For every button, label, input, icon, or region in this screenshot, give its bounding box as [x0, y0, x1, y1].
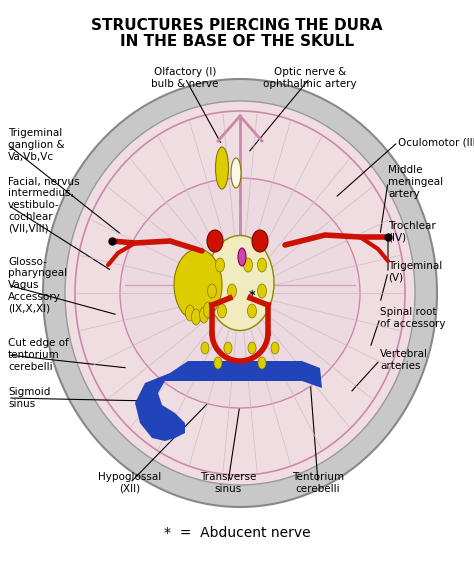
Ellipse shape [216, 258, 225, 272]
Ellipse shape [257, 258, 266, 272]
Ellipse shape [257, 284, 266, 298]
Ellipse shape [238, 248, 246, 266]
Text: Glosso-
pharyngeal
Vagus
Accessory
(IX,X,XI): Glosso- pharyngeal Vagus Accessory (IX,X… [8, 257, 67, 313]
Ellipse shape [203, 302, 212, 318]
Text: IN THE BASE OF THE SKULL: IN THE BASE OF THE SKULL [120, 34, 354, 49]
Ellipse shape [247, 304, 256, 318]
Text: Facial, nervus
intermedius,
vestibulo-
cochlear
(VII,VIII): Facial, nervus intermedius, vestibulo- c… [8, 177, 80, 233]
Ellipse shape [244, 258, 253, 272]
Text: Trigeminal
(V): Trigeminal (V) [388, 261, 442, 283]
Ellipse shape [207, 230, 223, 252]
Text: Sigmoid
sinus: Sigmoid sinus [8, 387, 50, 409]
Text: Tentorium
cerebelli: Tentorium cerebelli [292, 472, 344, 494]
Text: Vertebral
arteries: Vertebral arteries [380, 349, 428, 371]
Text: Middle
meningeal
artery: Middle meningeal artery [388, 165, 443, 199]
Text: Trigeminal
ganglion &
Va,Vb,Vc: Trigeminal ganglion & Va,Vb,Vc [8, 128, 64, 162]
Ellipse shape [174, 249, 222, 321]
Ellipse shape [252, 230, 268, 252]
Text: Hypoglossal
(XII): Hypoglossal (XII) [99, 472, 162, 494]
Ellipse shape [218, 304, 227, 318]
Ellipse shape [43, 79, 437, 507]
Text: Olfactory (I)
bulb & nerve: Olfactory (I) bulb & nerve [151, 67, 219, 89]
Ellipse shape [224, 342, 232, 354]
Polygon shape [302, 361, 322, 388]
Ellipse shape [201, 342, 209, 354]
Text: STRUCTURES PIERCING THE DURA: STRUCTURES PIERCING THE DURA [91, 18, 383, 33]
Ellipse shape [208, 284, 217, 298]
Ellipse shape [65, 101, 415, 485]
Ellipse shape [271, 342, 279, 354]
Ellipse shape [200, 307, 209, 323]
Ellipse shape [120, 178, 360, 408]
Text: Transverse
sinus: Transverse sinus [200, 472, 256, 494]
Ellipse shape [191, 309, 201, 325]
Text: *: * [249, 288, 255, 301]
Ellipse shape [185, 305, 194, 321]
Ellipse shape [206, 236, 274, 330]
Text: Oculomotor (III): Oculomotor (III) [398, 137, 474, 147]
Polygon shape [188, 361, 302, 381]
Text: *  =  Abducent nerve: * = Abducent nerve [164, 526, 310, 540]
Text: Optic nerve &
ophthalmic artery: Optic nerve & ophthalmic artery [263, 67, 357, 89]
Ellipse shape [228, 284, 237, 298]
Polygon shape [135, 361, 188, 441]
Text: Spinal root
of accessory: Spinal root of accessory [380, 307, 446, 329]
Ellipse shape [216, 147, 228, 189]
Text: Trochlear
(IV): Trochlear (IV) [388, 221, 436, 243]
Ellipse shape [258, 357, 266, 369]
Ellipse shape [214, 357, 222, 369]
Ellipse shape [248, 342, 256, 354]
Ellipse shape [231, 158, 241, 188]
Text: Cut edge of
tentorium
cerebelli: Cut edge of tentorium cerebelli [8, 338, 69, 371]
